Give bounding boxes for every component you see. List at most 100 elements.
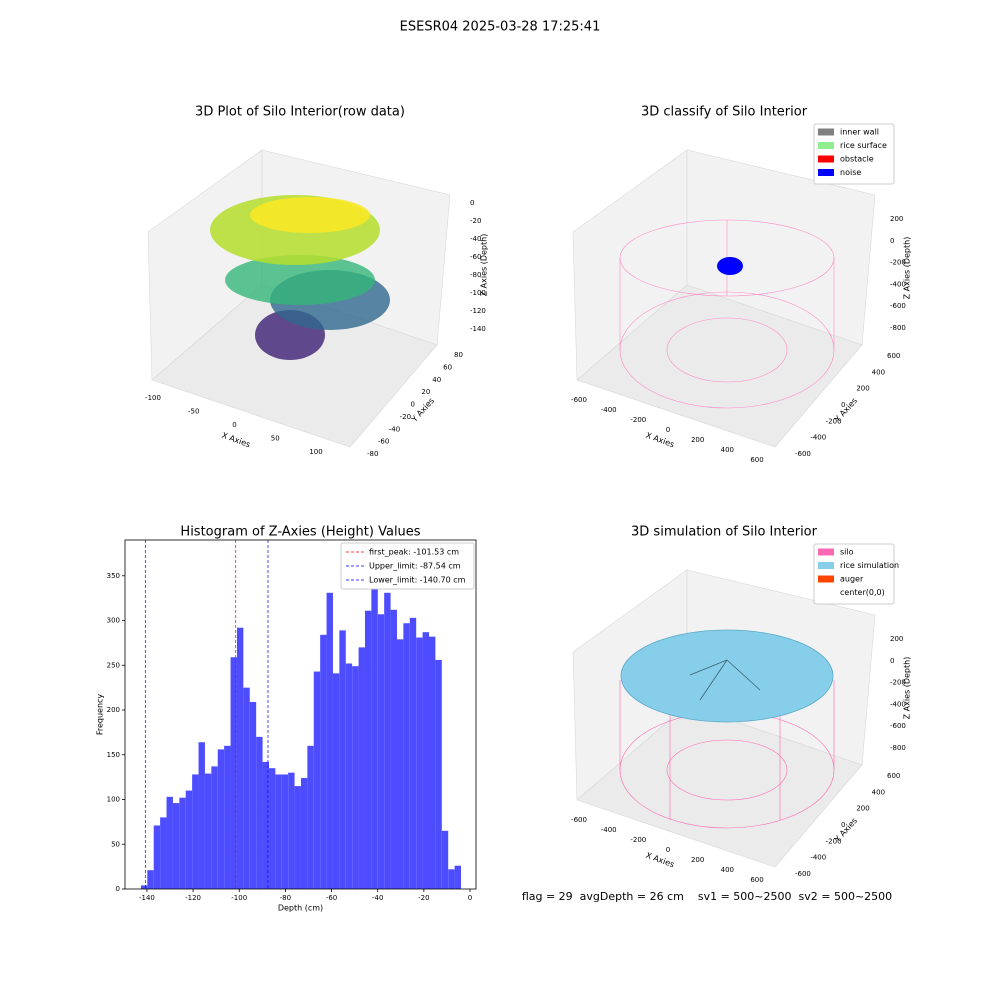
bar <box>332 673 340 889</box>
bar <box>275 774 282 889</box>
y-axis-label: Frequency <box>96 694 105 736</box>
simulation-3d-box <box>572 569 876 868</box>
bar <box>198 742 205 889</box>
tick-label: 600 <box>750 456 763 464</box>
tick-label: 400 <box>872 368 885 376</box>
suptitle: ESESR04 2025-03-28 17:25:41 <box>400 20 601 35</box>
tick-label: 400 <box>721 866 734 874</box>
tick-label: 0 <box>890 657 894 665</box>
legend-swatch <box>818 562 834 569</box>
tick-label: -200 <box>890 259 906 267</box>
tick-label: 600 <box>750 876 763 884</box>
x-tick-label: -100 <box>231 894 247 902</box>
x-tick-label: -80 <box>280 894 291 902</box>
bar <box>390 609 397 889</box>
tick-label: 0 <box>666 846 670 854</box>
x-tick-label: -40 <box>372 894 383 902</box>
tick-label: -200 <box>826 417 842 425</box>
footer-status: flag = 29 avgDepth = 26 cm sv1 = 500~250… <box>522 890 892 903</box>
bar <box>313 671 321 889</box>
tick-label: 200 <box>890 635 903 643</box>
tick-label: -100 <box>470 289 486 297</box>
x-axis-label: X Axies <box>645 431 676 450</box>
legend-swatch <box>818 142 834 149</box>
x-axis-label: X Axies <box>645 851 676 870</box>
legend-swatch <box>818 548 834 556</box>
z-axis-label: Z Axies (Depth) <box>903 657 912 720</box>
tick-label: -600 <box>890 722 906 730</box>
bar <box>268 768 276 889</box>
bar <box>352 666 359 889</box>
bar <box>185 790 193 889</box>
tick-label: -400 <box>890 700 906 708</box>
tick-label: 0 <box>841 401 845 409</box>
legend-box <box>813 543 895 605</box>
bar <box>224 745 231 889</box>
y-tick-label: 150 <box>107 751 120 759</box>
tick-label: 50 <box>271 435 280 443</box>
tick-label: 200 <box>856 385 869 393</box>
bar <box>153 825 161 889</box>
tick-label: -60 <box>378 438 389 446</box>
legend-label: Upper_limit: -87.54 cm <box>369 562 461 571</box>
bar <box>243 687 250 889</box>
bar <box>230 657 237 889</box>
legend-label: auger <box>840 575 864 584</box>
tick-label: -400 <box>601 406 617 414</box>
tick-label: 200 <box>890 215 903 223</box>
tick-label: 0 <box>411 401 415 409</box>
tick-label: -200 <box>630 836 646 844</box>
bar <box>403 623 410 889</box>
tick-label: 0 <box>890 237 894 245</box>
bar <box>204 773 212 889</box>
bar <box>166 796 173 889</box>
tick-label: -200 <box>826 837 842 845</box>
tick-label: -140 <box>470 325 486 333</box>
legend-label: silo <box>840 548 854 557</box>
tick-label: 0 <box>470 199 474 207</box>
y-axis-label: Y Axies <box>832 816 859 844</box>
bar <box>281 774 289 889</box>
tick-label: 0 <box>666 426 670 434</box>
tick-label: 80 <box>454 351 463 359</box>
chart-title: Histogram of Z-Axies (Height) Values <box>180 525 420 540</box>
tick-label: -800 <box>890 744 906 752</box>
tick-label: -400 <box>810 854 826 862</box>
bar <box>416 637 423 889</box>
x-tick-label: -60 <box>326 894 337 902</box>
tick-label: -400 <box>890 280 906 288</box>
bar <box>300 778 308 889</box>
tick-label: 0 <box>841 821 845 829</box>
bar <box>448 869 455 889</box>
legend-label: rice simulation <box>840 561 899 570</box>
tick-label: 20 <box>421 388 430 396</box>
legend-label: noise <box>840 168 861 177</box>
legend-label: first_peak: -101.53 cm <box>369 548 459 557</box>
tick-label: -20 <box>470 217 481 225</box>
tick-label: -40 <box>389 425 400 433</box>
tick-label: 200 <box>691 856 704 864</box>
legend-label: center(0,0) <box>840 588 885 597</box>
x-tick-label: -120 <box>185 894 201 902</box>
tick-label: -60 <box>470 253 481 261</box>
y-tick-label: 100 <box>107 796 120 804</box>
tick-label: -50 <box>188 408 199 416</box>
tick-label: -40 <box>470 235 481 243</box>
bar <box>396 639 404 889</box>
legend-label: inner wall <box>840 128 879 137</box>
tick-label: 600 <box>887 772 900 780</box>
y-tick-label: 0 <box>116 885 120 893</box>
tick-label: -200 <box>890 679 906 687</box>
bar <box>262 761 269 889</box>
bar <box>326 592 333 889</box>
legend-swatch <box>818 169 834 176</box>
bar <box>192 774 199 889</box>
bar <box>377 614 385 889</box>
bar <box>160 817 167 889</box>
bar <box>364 610 372 889</box>
legend-label: rice surface <box>840 141 887 150</box>
bar <box>384 592 391 889</box>
tick-label: -600 <box>795 870 811 878</box>
legend-swatch <box>818 155 834 163</box>
panel-title: 3D classify of Silo Interior <box>641 105 808 120</box>
